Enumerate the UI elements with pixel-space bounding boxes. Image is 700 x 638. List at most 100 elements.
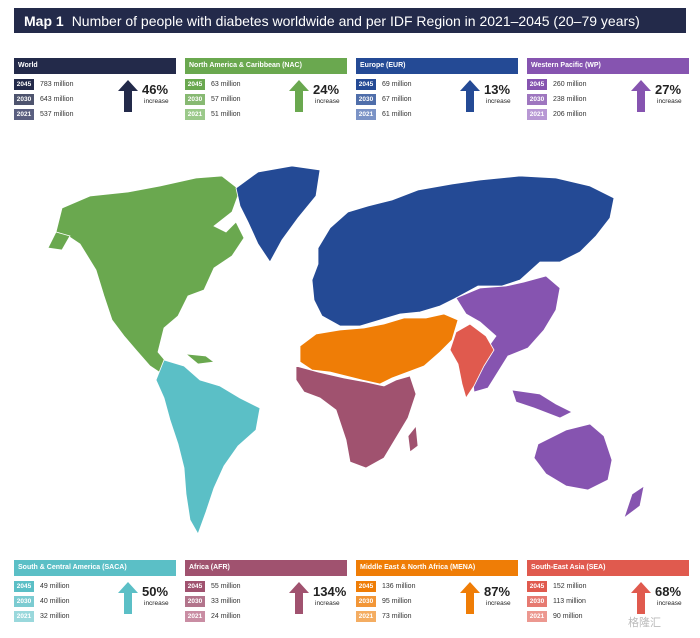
region-year-row: 2030 57 million: [185, 93, 241, 106]
increase-label: increase: [315, 98, 340, 105]
year-badge: 2021: [356, 109, 376, 120]
region-panel-rows: 2045 69 million 2030 67 million 2021 61 milli…: [356, 78, 412, 123]
increase-arrow-icon: [631, 582, 651, 614]
year-value: 69 million: [382, 81, 412, 88]
region-afr-shape: [295, 365, 417, 469]
region-year-row: 2021 51 million: [185, 108, 241, 121]
region-year-row: 2030 40 million: [14, 595, 70, 608]
region-year-row: 2030 95 million: [356, 595, 415, 608]
region-year-row: 2045 63 million: [185, 78, 241, 91]
year-badge: 2045: [527, 581, 547, 592]
region-panel-header: South & Central America (SACA): [14, 560, 176, 576]
region-panel-header: Africa (AFR): [185, 560, 347, 576]
region-year-row: 2045 55 million: [185, 580, 241, 593]
region-panel-header: Middle East & North Africa (MENA): [356, 560, 518, 576]
region-panel-rows: 2045 136 million 2030 95 million 2021 73 mill…: [356, 580, 415, 625]
year-value: 73 million: [382, 613, 412, 620]
region-year-row: 2030 67 million: [356, 93, 412, 106]
year-value: 260 million: [553, 81, 587, 88]
year-badge: 2021: [14, 109, 34, 120]
region-year-row: 2030 33 million: [185, 595, 241, 608]
year-value: 67 million: [382, 96, 412, 103]
year-badge: 2030: [356, 596, 376, 607]
region-year-row: 2045 69 million: [356, 78, 412, 91]
region-panel-rows: 2045 63 million 2030 57 million 2021 51 milli…: [185, 78, 241, 123]
region-afr-madagascar-shape: [407, 424, 419, 453]
region-nac-shape: [55, 175, 245, 383]
region-year-row: 2021 90 million: [527, 610, 586, 623]
year-badge: 2030: [185, 94, 205, 105]
region-year-row: 2030 238 million: [527, 93, 586, 106]
region-year-row: 2045 49 million: [14, 580, 70, 593]
map-title-text: Number of people with diabetes worldwide…: [71, 12, 640, 29]
region-year-row: 2021 32 million: [14, 610, 70, 623]
year-badge: 2030: [527, 94, 547, 105]
year-badge: 2021: [527, 109, 547, 120]
increase-label: increase: [144, 600, 169, 607]
region-sea-shape: [449, 323, 495, 399]
increase-label: increase: [657, 98, 682, 105]
increase-label: increase: [144, 98, 169, 105]
increase-arrow-icon: [631, 80, 651, 112]
year-badge: 2030: [527, 596, 547, 607]
year-badge: 2030: [356, 94, 376, 105]
year-value: 51 million: [211, 111, 241, 118]
year-value: 49 million: [40, 583, 70, 590]
increase-label: increase: [486, 98, 511, 105]
increase-percent: 87%: [484, 584, 511, 599]
increase-percent: 46%: [142, 82, 169, 97]
region-panel-rows: 2045 260 million 2030 238 million 2021 206 mi…: [527, 78, 586, 123]
increase-arrow-icon: [460, 80, 480, 112]
increase-arrow-icon: [289, 80, 309, 112]
increase-percent: 13%: [484, 82, 511, 97]
increase-percent: 134%: [313, 584, 347, 599]
year-badge: 2030: [14, 596, 34, 607]
region-panel-europe: Europe (EUR) 2045 69 million 2030 67 million…: [356, 58, 518, 128]
year-value: 61 million: [382, 111, 412, 118]
region-panel-header: North America & Caribbean (NAC): [185, 58, 347, 74]
region-panel-world: World 2045 783 million 2030 643 million 2021 5…: [14, 58, 176, 128]
region-year-row: 2045 260 million: [527, 78, 586, 91]
year-badge: 2045: [527, 79, 547, 90]
region-panel-rows: 2045 152 million 2030 113 million 2021 90 mil…: [527, 580, 586, 625]
watermark-text: 格隆汇: [628, 617, 661, 629]
year-badge: 2030: [14, 94, 34, 105]
year-value: 40 million: [40, 598, 70, 605]
increase-arrow-icon: [118, 80, 138, 112]
increase-label: increase: [315, 600, 340, 607]
region-panel-north-america-caribbean: North America & Caribbean (NAC) 2045 63 mi…: [185, 58, 347, 128]
region-year-row: 2045 152 million: [527, 580, 586, 593]
region-year-row: 2045 136 million: [356, 580, 415, 593]
region-panel-header: World: [14, 58, 176, 74]
year-value: 783 million: [40, 81, 74, 88]
year-badge: 2045: [356, 79, 376, 90]
region-eur-greenland-shape: [235, 165, 321, 263]
year-value: 32 million: [40, 613, 70, 620]
year-badge: 2021: [356, 611, 376, 622]
year-value: 63 million: [211, 81, 241, 88]
increase-arrow-icon: [289, 582, 309, 614]
region-panel-rows: 2045 783 million 2030 643 million 2021 537 mi…: [14, 78, 73, 123]
region-panel-middle-east-north-africa: Middle East & North Africa (MENA) 2045 136…: [356, 560, 518, 630]
region-nac-caribbean-shape: [184, 353, 216, 365]
year-badge: 2045: [14, 581, 34, 592]
region-mena-shape: [299, 313, 459, 385]
region-panel-western-pacific: Western Pacific (WP) 2045 260 million 2030 2…: [527, 58, 689, 128]
region-year-row: 2021 206 million: [527, 108, 586, 121]
region-year-row: 2030 113 million: [527, 595, 586, 608]
region-nac-alaska-shape: [47, 231, 71, 251]
year-badge: 2045: [14, 79, 34, 90]
region-panel-header: Western Pacific (WP): [527, 58, 689, 74]
region-panel-header: Europe (EUR): [356, 58, 518, 74]
region-wp-nz-shape: [623, 485, 645, 520]
region-wp-australia-shape: [533, 423, 613, 491]
increase-percent: 68%: [655, 584, 682, 599]
year-badge: 2045: [185, 79, 205, 90]
year-value: 113 million: [553, 598, 586, 605]
increase-percent: 50%: [142, 584, 169, 599]
region-panel-south-central-america: South & Central America (SACA) 2045 49 mil…: [14, 560, 176, 630]
region-eur-shape: [311, 175, 615, 327]
region-year-row: 2045 783 million: [14, 78, 73, 91]
region-panel-africa: Africa (AFR) 2045 55 million 2030 33 million…: [185, 560, 347, 630]
